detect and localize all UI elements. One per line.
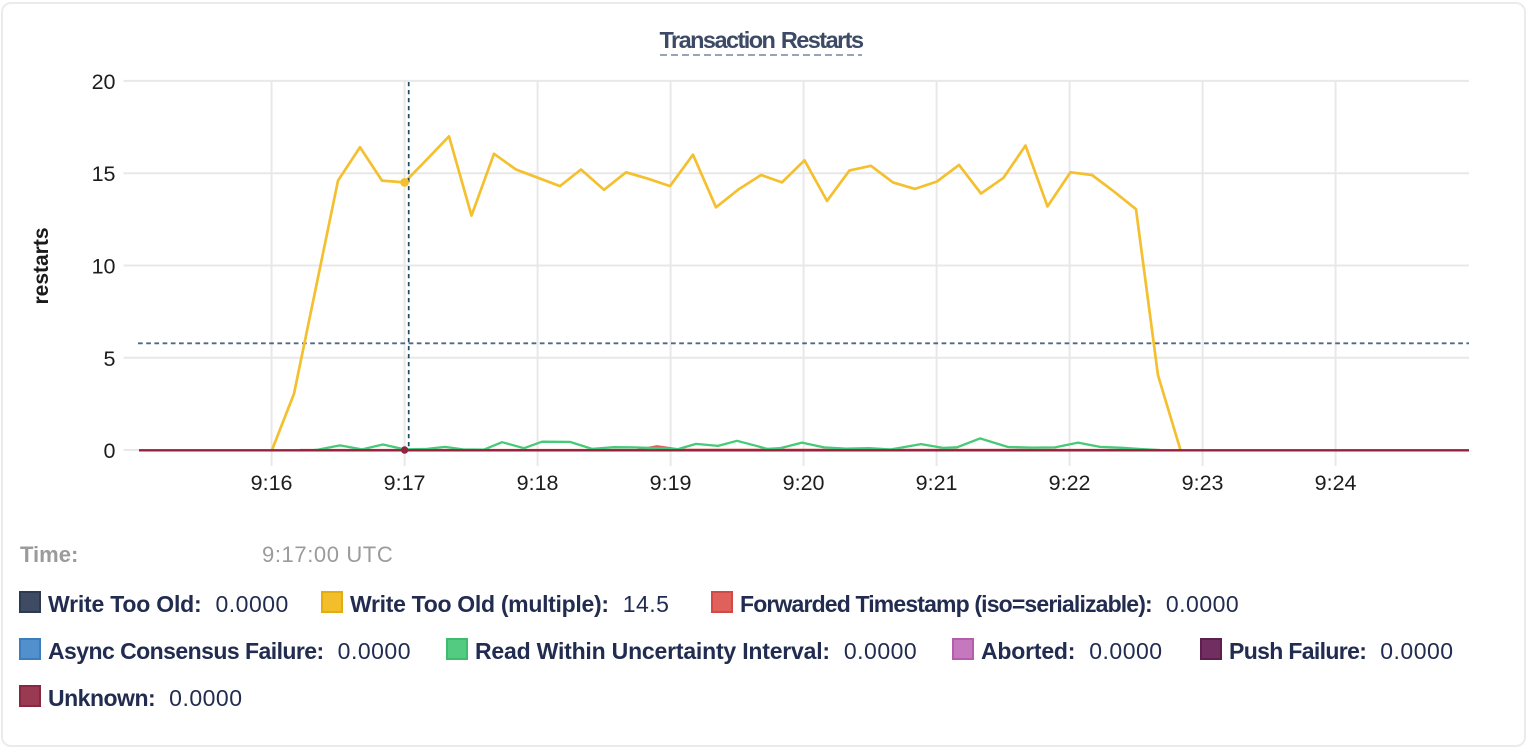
svg-text:15: 15 xyxy=(92,162,116,186)
svg-text:0: 0 xyxy=(104,439,116,463)
svg-text:5: 5 xyxy=(104,347,116,371)
svg-text:9:18: 9:18 xyxy=(517,471,559,495)
svg-text:9:23: 9:23 xyxy=(1182,471,1224,495)
svg-text:9:19: 9:19 xyxy=(650,471,692,495)
svg-text:restarts: restarts xyxy=(30,227,53,304)
svg-text:9:16: 9:16 xyxy=(251,471,293,495)
svg-text:9:17: 9:17 xyxy=(384,471,426,495)
svg-text:9:24: 9:24 xyxy=(1315,471,1357,495)
svg-text:9:22: 9:22 xyxy=(1049,471,1091,495)
svg-text:9:21: 9:21 xyxy=(916,471,958,495)
svg-text:20: 20 xyxy=(92,70,116,94)
svg-text:10: 10 xyxy=(92,255,116,279)
svg-text:9:20: 9:20 xyxy=(783,471,825,495)
